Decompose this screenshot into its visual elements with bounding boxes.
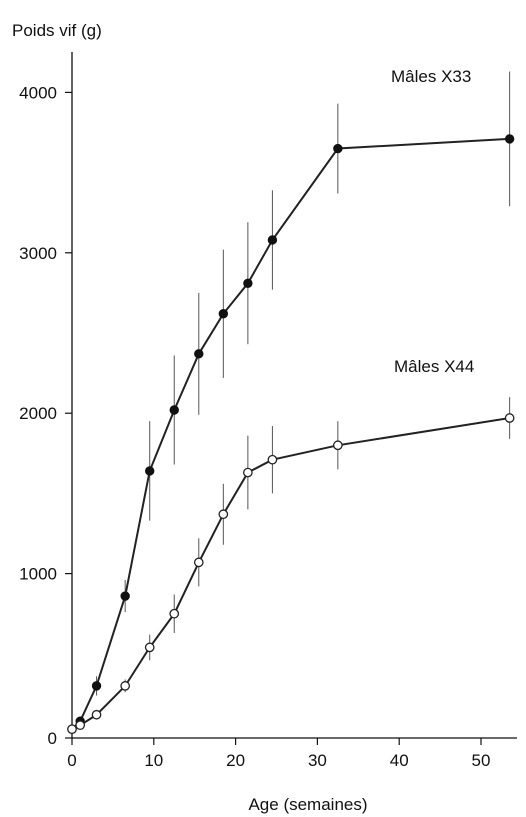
data-point <box>120 681 131 691</box>
series-line-0 <box>71 137 510 730</box>
data-point <box>75 720 86 731</box>
data-point <box>243 278 253 288</box>
series-label-males-x33: Mâles X33 <box>391 67 471 86</box>
y-tick-label-1000: 1000 <box>19 565 57 584</box>
data-point <box>145 466 155 476</box>
series-layer <box>67 71 515 735</box>
data-point <box>67 724 77 735</box>
y-tick-label-4000: 4000 <box>19 83 57 102</box>
data-point <box>91 681 102 691</box>
data-point <box>218 509 229 520</box>
data-point <box>504 413 515 423</box>
data-point <box>194 349 204 359</box>
y-axis-title: Poids vif (g) <box>12 21 102 40</box>
x-tick-label-10: 10 <box>144 751 163 770</box>
y-tick-label-2000: 2000 <box>19 404 57 423</box>
data-point <box>218 309 229 319</box>
x-tick-label-20: 20 <box>226 751 245 770</box>
data-point <box>144 642 155 653</box>
axis-ticks: 0 10 20 30 40 50 0 1000 2000 3000 4000 <box>19 83 490 770</box>
data-point <box>91 709 102 720</box>
data-point <box>267 454 278 465</box>
series-1 <box>67 397 515 735</box>
series-label-males-x44: Mâles X44 <box>394 357 474 376</box>
series-line-1 <box>71 417 510 731</box>
y-tick-label-0: 0 <box>48 729 57 748</box>
data-point <box>193 557 204 568</box>
y-tick-label-3000: 3000 <box>19 244 57 263</box>
data-point <box>169 608 180 619</box>
x-tick-label-50: 50 <box>472 751 491 770</box>
data-point <box>120 591 130 601</box>
x-tick-label-0: 0 <box>67 751 76 770</box>
data-point <box>169 405 179 415</box>
x-tick-label-30: 30 <box>308 751 327 770</box>
series-0 <box>67 71 515 734</box>
data-point <box>504 134 515 144</box>
data-point <box>243 467 253 478</box>
data-point <box>267 235 278 245</box>
x-tick-label-40: 40 <box>390 751 409 770</box>
data-point <box>332 440 343 451</box>
x-axis-title: Age (semaines) <box>248 795 367 814</box>
data-point <box>333 143 343 154</box>
